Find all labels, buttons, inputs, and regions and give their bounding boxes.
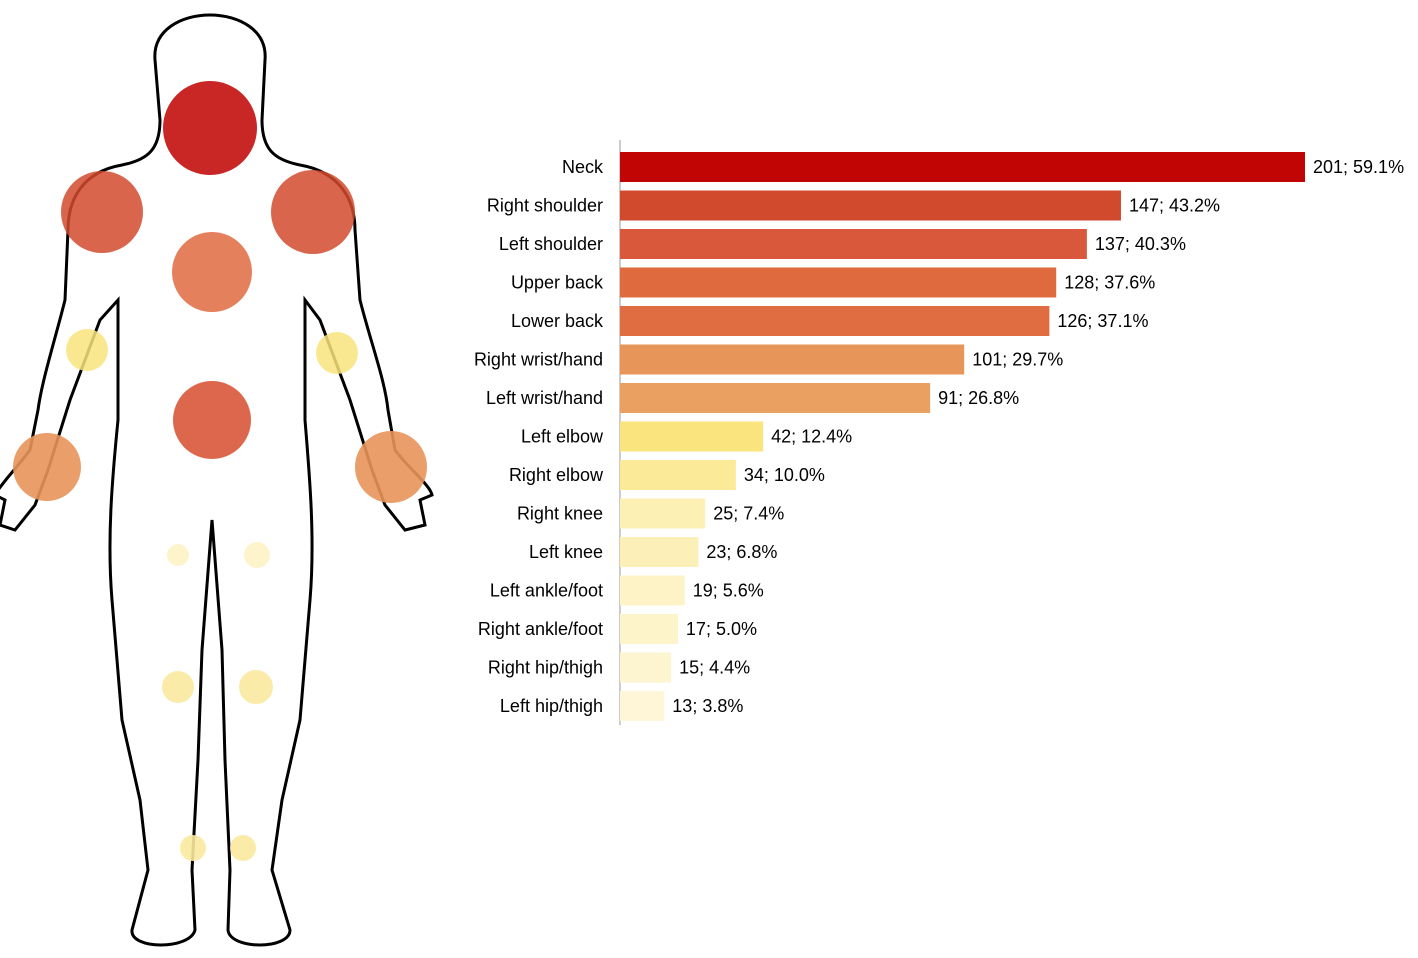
region-marker xyxy=(162,671,194,703)
region-marker xyxy=(180,835,206,861)
region-marker xyxy=(271,170,355,254)
value-label: 147; 43.2% xyxy=(1129,195,1220,215)
value-label: 19; 5.6% xyxy=(693,580,764,600)
region-marker xyxy=(61,171,143,253)
category-label: Left elbow xyxy=(521,426,604,446)
value-label: 25; 7.4% xyxy=(713,503,784,523)
value-label: 126; 37.1% xyxy=(1057,311,1148,331)
bar xyxy=(620,498,706,529)
category-label: Neck xyxy=(562,157,604,177)
bar xyxy=(620,614,678,644)
bar xyxy=(620,306,1050,336)
bar xyxy=(620,575,685,606)
category-label: Upper back xyxy=(511,272,604,292)
category-label: Left hip/thigh xyxy=(500,696,603,716)
category-label: Right elbow xyxy=(509,465,604,485)
bar xyxy=(620,537,699,567)
category-label: Right hip/thigh xyxy=(488,657,603,677)
value-label: 17; 5.0% xyxy=(686,619,757,639)
value-label: 201; 59.1% xyxy=(1313,157,1404,177)
bar xyxy=(620,229,1087,259)
bar xyxy=(620,344,965,375)
category-label: Right ankle/foot xyxy=(478,619,603,639)
region-marker xyxy=(316,332,358,374)
region-marker xyxy=(163,81,257,175)
value-label: 13; 3.8% xyxy=(672,696,743,716)
region-marker xyxy=(167,544,189,566)
value-label: 91; 26.8% xyxy=(938,388,1019,408)
value-label: 137; 40.3% xyxy=(1095,234,1186,254)
category-label: Right shoulder xyxy=(487,195,603,215)
bar xyxy=(620,267,1057,298)
region-marker xyxy=(66,329,108,371)
value-label: 101; 29.7% xyxy=(972,349,1063,369)
region-marker xyxy=(239,670,273,704)
region-marker xyxy=(244,542,270,568)
value-label: 15; 4.4% xyxy=(679,657,750,677)
region-marker xyxy=(230,835,256,861)
region-marker xyxy=(355,431,427,503)
value-label: 34; 10.0% xyxy=(744,465,825,485)
region-marker xyxy=(172,232,252,312)
category-label: Left knee xyxy=(529,542,603,562)
category-label: Left ankle/foot xyxy=(490,580,603,600)
value-label: 23; 6.8% xyxy=(706,542,777,562)
bar xyxy=(620,652,672,683)
body-diagram xyxy=(0,13,434,947)
value-label: 42; 12.4% xyxy=(771,426,852,446)
bar xyxy=(620,421,764,452)
bar xyxy=(620,460,736,490)
bar xyxy=(620,383,931,413)
category-label: Right wrist/hand xyxy=(474,349,603,369)
bar xyxy=(620,190,1121,221)
bar xyxy=(620,152,1305,182)
category-label: Right knee xyxy=(517,503,603,523)
region-marker xyxy=(13,433,81,501)
region-marker xyxy=(173,381,251,459)
bar xyxy=(620,691,665,721)
value-label: 128; 37.6% xyxy=(1064,272,1155,292)
category-label: Left wrist/hand xyxy=(486,388,603,408)
category-label: Left shoulder xyxy=(499,234,603,254)
category-label: Lower back xyxy=(511,311,604,331)
